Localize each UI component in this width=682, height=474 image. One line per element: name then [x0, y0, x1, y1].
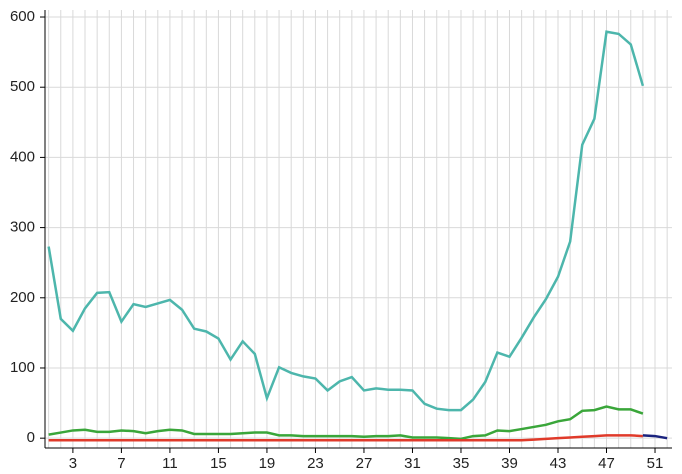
series-line	[642, 434, 668, 440]
y-tick-label: 200	[10, 289, 35, 306]
y-tick-label: 600	[10, 8, 35, 25]
x-tick-label: 23	[307, 455, 324, 472]
x-tick-label: 31	[404, 455, 421, 472]
y-tick-label: 400	[10, 148, 35, 165]
series-line	[47, 30, 645, 412]
y-tick-label: 0	[27, 429, 35, 446]
x-tick-label: 35	[453, 455, 470, 472]
x-tick-label: 3	[69, 455, 77, 472]
x-tick-label: 15	[210, 455, 227, 472]
x-tick-label: 47	[598, 455, 615, 472]
x-tick-label: 39	[501, 455, 518, 472]
y-tick-label: 300	[10, 219, 35, 236]
y-tick-label: 500	[10, 78, 35, 95]
series-line	[48, 405, 644, 441]
x-tick-label: 11	[162, 455, 178, 472]
x-tick-label: 27	[356, 455, 373, 472]
x-tick-label: 7	[117, 455, 125, 472]
series-line	[48, 434, 643, 442]
x-tick-label: 43	[550, 455, 567, 472]
x-tick-label: 19	[259, 455, 276, 472]
y-tick-label: 100	[10, 359, 35, 376]
x-tick-label: 51	[647, 455, 664, 472]
